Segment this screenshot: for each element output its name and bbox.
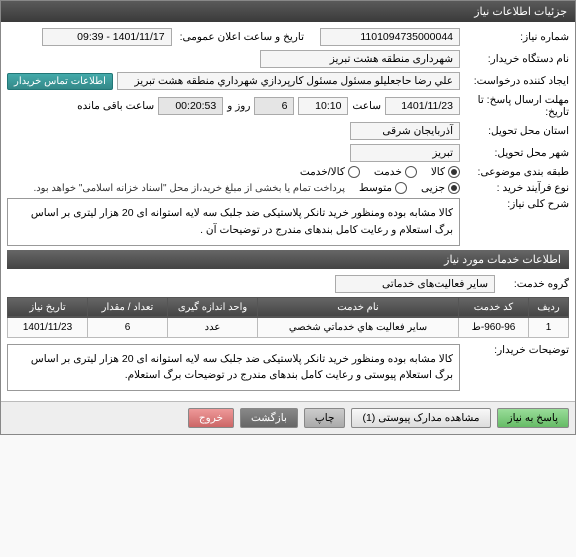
deadline-label: مهلت ارسال پاسخ: تا تاریخ: [464, 94, 569, 118]
deadline-time: 10:10 [298, 97, 348, 115]
respond-button[interactable]: پاسخ به نیاز [497, 408, 569, 428]
table-row[interactable]: 1 960-96-ط ساير فعاليت هاي خدماتي شخصي ع… [8, 317, 569, 337]
services-section-header: اطلاعات خدمات مورد نیاز [7, 250, 569, 269]
buyer-notes-text: کالا مشابه بوده ومنظور خرید تانکر پلاستی… [7, 344, 460, 392]
class-opt-kala[interactable]: کالا [431, 166, 460, 178]
time-label: ساعت [352, 100, 381, 112]
niaz-number-value: 1101094735000044 [320, 28, 460, 46]
cell-unit: عدد [168, 317, 258, 337]
cell-date: 1401/11/23 [8, 317, 88, 337]
process-radio-group: جزیی متوسط [359, 182, 460, 194]
class-radio-group: کالا خدمت کالا/خدمت [300, 166, 460, 178]
class-opt-khedmat[interactable]: خدمت [374, 166, 417, 178]
services-table: ردیف کد خدمت نام خدمت واحد اندازه گیری ت… [7, 297, 569, 338]
col-qty: تعداد / مقدار [88, 297, 168, 317]
col-unit: واحد اندازه گیری [168, 297, 258, 317]
buyer-name-value: شهرداری منطقه هشت تبریز [260, 50, 460, 68]
creator-value: علي رضا حاجعليلو مسئول مسئول كارپردازي ش… [117, 72, 460, 90]
cell-name: ساير فعاليت هاي خدماتي شخصي [258, 317, 459, 337]
province-value: آذربایجان شرقی [350, 122, 460, 140]
city-label: شهر محل تحویل: [464, 147, 569, 159]
col-code: کد خدمت [459, 297, 529, 317]
contact-info-badge[interactable]: اطلاعات تماس خریدار [7, 73, 113, 90]
announce-label: تاریخ و ساعت اعلان عمومی: [176, 31, 304, 43]
desc-text: کالا مشابه بوده ومنظور خرید تانکر پلاستی… [7, 198, 460, 246]
cell-idx: 1 [529, 317, 569, 337]
process-label: نوع فرآیند خرید : [464, 182, 569, 194]
day-label: روز و [227, 100, 250, 112]
back-button[interactable]: بازگشت [240, 408, 298, 428]
days-remaining: 6 [254, 97, 294, 115]
creator-label: ایجاد کننده درخواست: [464, 75, 569, 87]
countdown: 00:20:53 [158, 97, 223, 115]
announce-value: 1401/11/17 - 09:39 [42, 28, 172, 46]
col-name: نام خدمت [258, 297, 459, 317]
city-value: تبریز [350, 144, 460, 162]
cell-qty: 6 [88, 317, 168, 337]
buyer-notes-label: توضیحات خریدار: [464, 344, 569, 356]
desc-label: شرح کلی نیاز: [464, 198, 569, 210]
col-date: تاریخ نیاز [8, 297, 88, 317]
group-value: سایر فعالیت‌های خدماتی [335, 275, 495, 293]
footer-bar: پاسخ به نیاز مشاهده مدارک پیوستی (1) چاپ… [1, 401, 575, 434]
class-opt-both[interactable]: کالا/خدمت [300, 166, 360, 178]
province-label: استان محل تحویل: [464, 125, 569, 137]
class-label: طبقه بندی موضوعی: [464, 166, 569, 178]
process-note: پرداخت تمام یا بخشی از مبلغ خرید،از محل … [33, 183, 345, 194]
cell-code: 960-96-ط [459, 317, 529, 337]
print-button[interactable]: چاپ [304, 408, 346, 428]
group-label: گروه خدمت: [499, 278, 569, 290]
process-opt-minor[interactable]: جزیی [421, 182, 460, 194]
niaz-number-label: شماره نیاز: [464, 31, 569, 43]
exit-button[interactable]: خروج [188, 408, 234, 428]
content-area: شماره نیاز: 1101094735000044 تاریخ و ساع… [1, 22, 575, 401]
process-opt-medium[interactable]: متوسط [359, 182, 407, 194]
window-title: جزئیات اطلاعات نیاز [1, 1, 575, 22]
details-window: جزئیات اطلاعات نیاز شماره نیاز: 11010947… [0, 0, 576, 435]
col-row: ردیف [529, 297, 569, 317]
buyer-name-label: نام دستگاه خریدار: [464, 53, 569, 65]
remaining-label: ساعت باقی مانده [77, 100, 154, 112]
attachments-button[interactable]: مشاهده مدارک پیوستی (1) [351, 408, 490, 428]
deadline-date: 1401/11/23 [385, 97, 460, 115]
